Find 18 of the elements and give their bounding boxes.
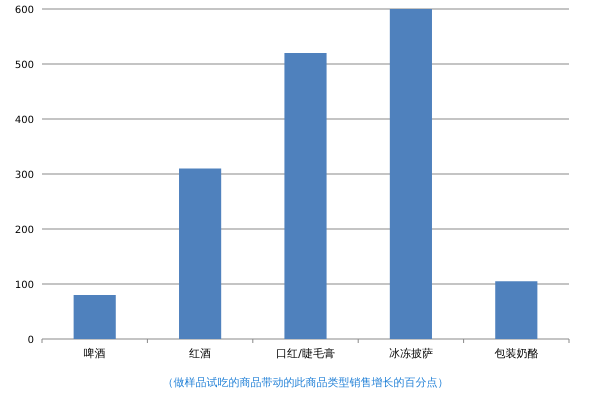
bar bbox=[179, 168, 222, 339]
x-tick-label: 冰冻披萨 bbox=[388, 347, 433, 360]
x-axis-title: （做样品试吃的商品带动的此商品类型销售增长的百分点） bbox=[162, 376, 448, 389]
bar bbox=[495, 281, 538, 339]
y-tick-label: 0 bbox=[28, 335, 34, 346]
y-tick-label: 500 bbox=[14, 60, 34, 71]
y-tick-label: 400 bbox=[14, 115, 34, 126]
x-tick-label: 啤酒 bbox=[84, 347, 106, 360]
x-tick-label: 红酒 bbox=[189, 347, 212, 360]
x-tick-label: 包装奶酪 bbox=[494, 347, 538, 360]
bar bbox=[390, 9, 432, 339]
y-tick-label: 200 bbox=[14, 225, 34, 236]
y-tick-label: 100 bbox=[14, 280, 34, 291]
x-tick-label: 口红/睫毛膏 bbox=[276, 347, 335, 360]
y-tick-label: 600 bbox=[14, 5, 34, 16]
bar bbox=[284, 53, 327, 339]
y-tick-label: 300 bbox=[14, 170, 34, 181]
bar bbox=[74, 295, 116, 339]
